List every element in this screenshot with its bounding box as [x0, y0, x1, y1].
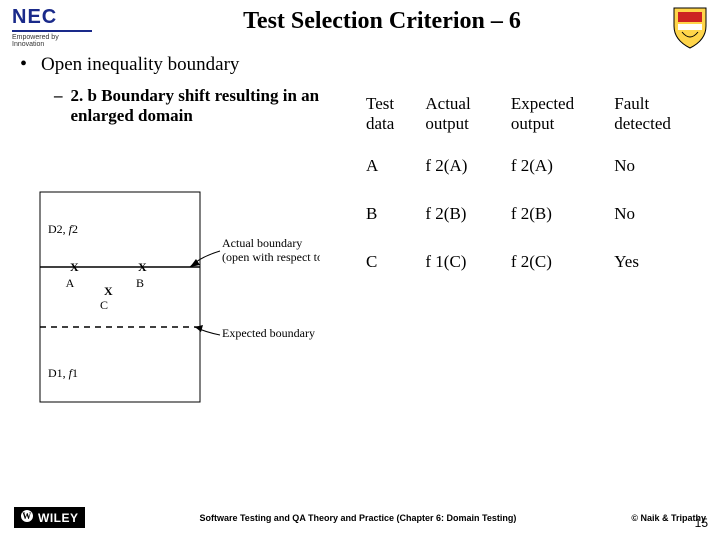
page-title: Test Selection Criterion – 6 [92, 6, 672, 35]
page-number: 15 [695, 516, 708, 530]
actual-boundary-label-1: Actual boundary [222, 236, 302, 250]
cell: f 1(C) [419, 238, 504, 286]
cell: f 2(A) [419, 142, 504, 190]
col-expected-output: Expected output [505, 86, 608, 142]
x-mark-b: X [138, 260, 147, 274]
nec-logo-rule [12, 30, 92, 32]
wiley-icon: W [20, 509, 34, 526]
nec-logo: NEC Empowered by Innovation [12, 6, 92, 48]
cell: B [360, 190, 419, 238]
table-header-row: Test data Actual output Expected output … [360, 86, 700, 142]
sub-bullet: – 2. b Boundary shift resulting in an en… [54, 86, 360, 127]
cell: f 2(B) [419, 190, 504, 238]
footer-center-text: Software Testing and QA Theory and Pract… [85, 513, 632, 523]
cell: f 2(A) [505, 142, 608, 190]
cell: C [360, 238, 419, 286]
main-bullet: • Open inequality boundary [20, 54, 700, 76]
svg-text:W: W [22, 511, 32, 521]
point-b-label: B [136, 276, 144, 290]
col-test-data: Test data [360, 86, 419, 142]
cell: A [360, 142, 419, 190]
x-mark-a: X [70, 260, 79, 274]
x-mark-c: X [104, 284, 113, 298]
d2-label: D2, f2 [48, 222, 78, 236]
table-row: B f 2(B) f 2(B) No [360, 190, 700, 238]
col-fault-detected: Fault detected [608, 86, 700, 142]
cell: Yes [608, 238, 700, 286]
table-row: C f 1(C) f 2(C) Yes [360, 238, 700, 286]
cell: f 2(B) [505, 190, 608, 238]
sub-bullet-marker: – [54, 86, 63, 106]
cell: No [608, 190, 700, 238]
nec-logo-text: NEC [12, 6, 92, 29]
col-actual-output: Actual output [419, 86, 504, 142]
point-c-label: C [100, 298, 108, 312]
actual-boundary-label-2: (open with respect to D1) [222, 250, 320, 264]
nec-logo-tagline: Empowered by Innovation [12, 34, 92, 48]
test-data-table: Test data Actual output Expected output … [360, 86, 700, 286]
cell: No [608, 142, 700, 190]
point-a-label: A [66, 276, 75, 290]
boundary-diagram: X X A B X C D2, f2 D1, f1 Actual boundar… [20, 187, 320, 412]
wiley-text: WILEY [38, 511, 79, 525]
bullet-marker: • [20, 54, 27, 74]
bullet-text: Open inequality boundary [41, 54, 239, 76]
table-row: A f 2(A) f 2(A) No [360, 142, 700, 190]
waterloo-logo [672, 6, 708, 50]
wiley-logo: W WILEY [14, 507, 85, 528]
d1-label: D1, f1 [48, 366, 78, 380]
expected-boundary-label: Expected boundary [222, 326, 315, 340]
sub-bullet-text: 2. b Boundary shift resulting in an enla… [71, 86, 351, 127]
cell: f 2(C) [505, 238, 608, 286]
